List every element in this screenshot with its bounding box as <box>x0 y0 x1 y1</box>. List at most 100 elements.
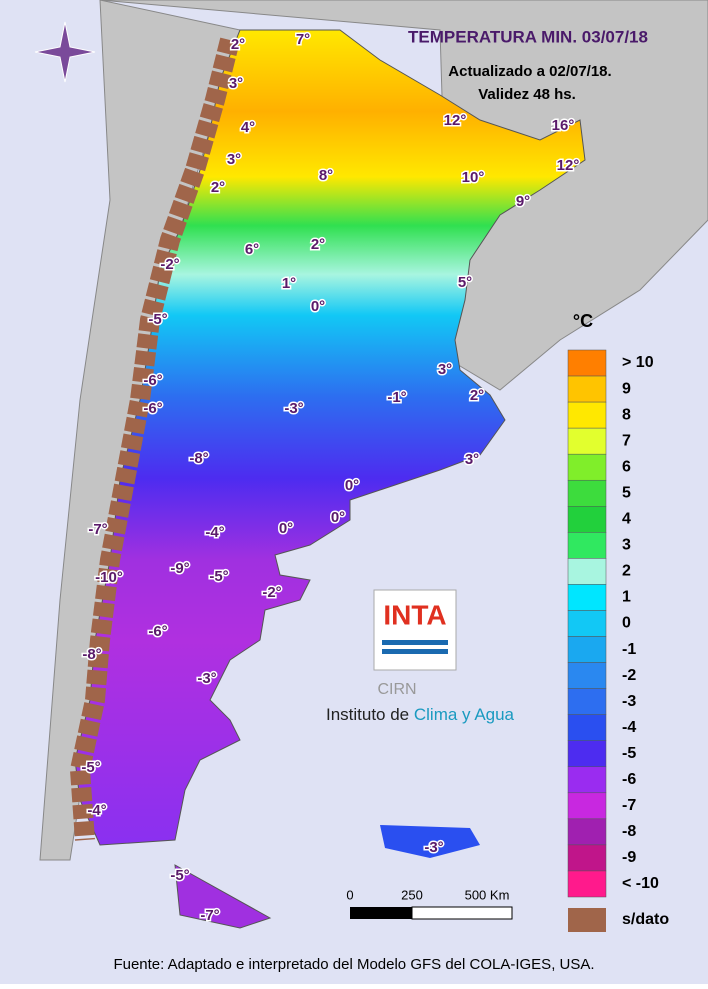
legend: > 10 9 8 7 6 5 4 3 2 1 0 -1 -2 -3 -4 -5 -6 -7 -8 -9 < -10 <box>567 349 659 898</box>
legend-label: 7 <box>622 432 631 449</box>
logo-stripe <box>382 640 448 645</box>
legend-label: 8 <box>622 406 631 423</box>
temperature-label: 5° <box>458 274 472 291</box>
nodata-label: s/dato <box>622 911 669 928</box>
temperature-label: -6° <box>148 623 167 640</box>
temperature-label: -7° <box>200 907 219 924</box>
temperature-label: 0° <box>345 477 359 494</box>
temperature-label: 0° <box>311 298 325 315</box>
temperature-label: -6° <box>143 372 162 389</box>
temperature-label: -8° <box>82 646 101 663</box>
temperature-label: -2° <box>160 256 179 273</box>
tierra-del-fuego <box>174 864 272 929</box>
temperature-label: 16° <box>552 117 575 134</box>
legend-swatch <box>567 688 607 715</box>
temperature-label: 0° <box>331 509 345 526</box>
logo-center: CIRN <box>377 681 416 698</box>
updated: Actualizado a 02/07/18. <box>448 63 611 80</box>
scale-label: 500 Km <box>465 887 510 902</box>
institute-text: Instituto de <box>326 705 414 724</box>
temperature-label: -9° <box>170 560 189 577</box>
temperature-label: -3° <box>197 670 216 687</box>
legend-label: < -10 <box>622 875 659 892</box>
legend-swatch <box>567 662 607 689</box>
legend-swatch <box>567 479 607 507</box>
temperature-label: -5° <box>81 759 100 776</box>
logo-name: INTA <box>383 599 446 630</box>
logo-box <box>373 589 457 671</box>
legend-label: 4 <box>622 511 631 528</box>
legend-swatch <box>567 506 607 533</box>
temperature-label: 3° <box>229 75 243 92</box>
legend-swatch <box>567 584 607 611</box>
temperature-label: 12° <box>444 112 467 129</box>
temperature-label: 2° <box>211 179 225 196</box>
legend-label: 0 <box>622 615 631 632</box>
legend-swatch <box>567 766 607 794</box>
legend-swatch <box>567 792 607 820</box>
temperature-label: 0° <box>279 520 293 537</box>
legend-swatch <box>567 636 607 663</box>
legend-label: -4 <box>622 719 636 736</box>
legend-label: -7 <box>622 797 636 814</box>
legend-label: -8 <box>622 823 636 840</box>
legend-swatch <box>567 558 607 585</box>
temperature-label: 12° <box>557 157 580 174</box>
temperature-label: -5° <box>170 867 189 884</box>
temperature-label: -4° <box>205 524 224 541</box>
legend-swatch <box>567 740 607 768</box>
malvinas <box>380 825 480 858</box>
scale-label: 250 <box>401 887 423 902</box>
legend-swatch <box>567 453 607 481</box>
temperature-label: 3° <box>227 151 241 168</box>
institute-highlight: Clima y Agua <box>414 705 515 724</box>
temperature-label: 6° <box>245 241 259 258</box>
temperature-label: 2° <box>311 236 325 253</box>
temperature-label: -5° <box>148 311 167 328</box>
temperature-label: -5° <box>209 568 228 585</box>
legend-swatch <box>567 714 607 741</box>
temperature-label: 2° <box>470 387 484 404</box>
logo-stripe <box>382 649 448 654</box>
legend-label: 2 <box>622 563 631 580</box>
validity: Validez 48 hs. <box>478 86 576 103</box>
temperature-label: 3° <box>465 451 479 468</box>
scale-label: 0 <box>346 887 353 902</box>
temperature-label: -3° <box>424 839 443 856</box>
legend-label: -1 <box>622 641 636 658</box>
legend-label: 6 <box>622 458 631 475</box>
temperature-label: -8° <box>189 450 208 467</box>
temperature-label: 3° <box>438 361 452 378</box>
legend-label: -3 <box>622 693 636 710</box>
temperature-label: 1° <box>282 275 296 292</box>
map-labels: 2° 7°3°4°3°2°6° 2°8°12° 16°12°10°9°5°1°0°-2… <box>80 29 581 925</box>
legend-swatch <box>567 844 607 872</box>
legend-label: -2 <box>622 667 636 684</box>
legend-swatch <box>567 427 607 455</box>
temperature-label: 4° <box>241 119 255 136</box>
legend-label: 1 <box>622 589 631 606</box>
temperature-label: 8° <box>319 167 333 184</box>
temperature-label: -4° <box>87 802 106 819</box>
legend-unit: °C <box>573 311 593 331</box>
legend-label: -6 <box>622 771 636 788</box>
legend-label: -5 <box>622 745 636 762</box>
temperature-label: 10° <box>462 169 485 186</box>
legend-label: 9 <box>622 380 631 397</box>
footer: Fuente: Adaptado e interpretado del Mode… <box>113 956 594 973</box>
temperature-label: 7° <box>296 31 310 48</box>
scale-bar <box>350 906 513 920</box>
legend-swatch <box>567 349 607 377</box>
legend-label: 5 <box>622 484 631 501</box>
legend-swatch <box>567 401 607 429</box>
temperature-label: -6° <box>143 400 162 417</box>
legend-swatch <box>567 532 607 559</box>
legend-swatch <box>567 818 607 846</box>
legend-swatch <box>567 870 607 898</box>
legend-swatch <box>567 610 607 637</box>
temperature-label: -2° <box>262 584 281 601</box>
no-data-andes <box>69 37 240 841</box>
legend-label: -9 <box>622 849 636 866</box>
nodata-swatch <box>568 908 606 932</box>
